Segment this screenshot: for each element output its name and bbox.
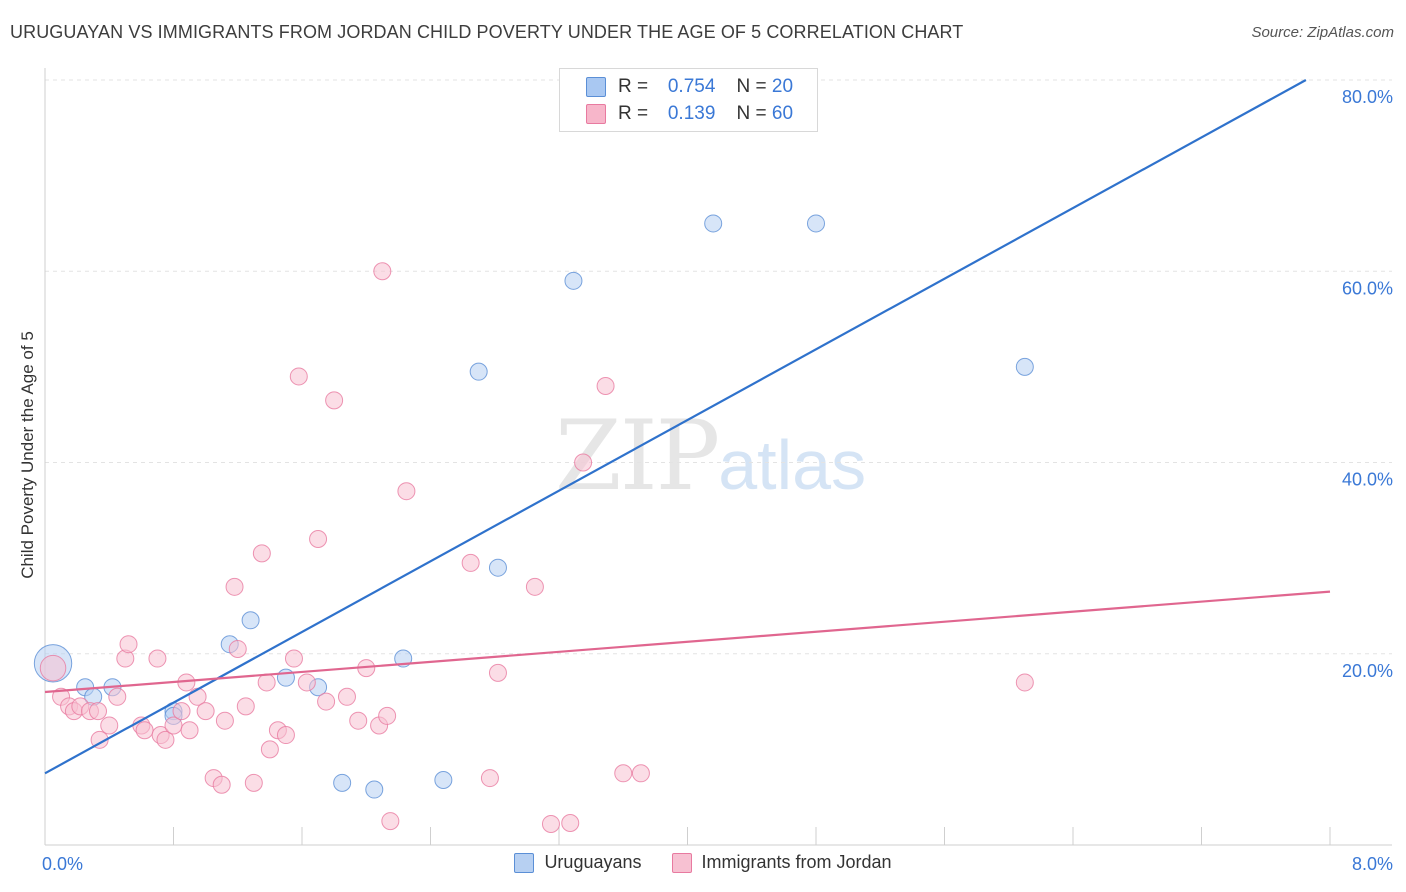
legend-label-uruguayans: Uruguayans xyxy=(544,852,642,872)
point-jordan xyxy=(148,649,167,668)
point-jordan xyxy=(225,577,244,596)
point-uruguayans xyxy=(434,770,453,789)
point-jordan xyxy=(39,654,67,682)
point-jordan xyxy=(156,730,175,749)
point-jordan xyxy=(614,764,633,783)
point-jordan xyxy=(378,706,397,725)
point-jordan xyxy=(244,773,263,792)
point-uruguayans xyxy=(704,214,723,233)
point-jordan xyxy=(212,775,231,794)
point-uruguayans xyxy=(488,558,507,577)
x-tick-label: 0.0% xyxy=(42,854,83,874)
legend-item-uruguayans[interactable]: Uruguayans xyxy=(514,852,642,873)
point-jordan xyxy=(541,814,560,833)
legend-n-label: N = xyxy=(736,103,767,124)
legend-swatch-jordan xyxy=(586,104,606,124)
legend-r-label: R = xyxy=(618,76,649,97)
point-jordan xyxy=(525,577,544,596)
chart-source: Source: ZipAtlas.com xyxy=(1251,24,1394,41)
point-jordan xyxy=(252,544,271,563)
point-jordan xyxy=(381,812,400,831)
point-jordan xyxy=(215,711,234,730)
chart-title: URUGUAYAN VS IMMIGRANTS FROM JORDAN CHIL… xyxy=(10,22,964,42)
point-jordan xyxy=(397,482,416,501)
point-uruguayans xyxy=(333,773,352,792)
point-jordan xyxy=(337,687,356,706)
y-tick-label: 80.0% xyxy=(1342,87,1393,107)
legend-n-label: N = xyxy=(736,76,767,97)
point-uruguayans xyxy=(807,214,825,233)
legend-swatch-uruguayans xyxy=(586,77,606,97)
legend-n-value: 20 xyxy=(771,76,794,97)
point-uruguayans xyxy=(1015,357,1034,376)
point-jordan xyxy=(172,702,191,721)
legend-r-label: R = xyxy=(618,103,649,124)
point-jordan xyxy=(89,702,108,721)
point-uruguayans xyxy=(241,611,260,630)
point-jordan xyxy=(461,553,480,572)
y-tick-label: 40.0% xyxy=(1342,470,1393,490)
x-tick-label: 8.0% xyxy=(1352,854,1393,874)
point-jordan xyxy=(284,649,303,668)
legend-label-jordan: Immigrants from Jordan xyxy=(701,852,892,872)
point-jordan xyxy=(349,711,368,730)
point-jordan xyxy=(596,377,615,395)
point-jordan xyxy=(1015,673,1034,692)
point-uruguayans xyxy=(564,271,583,290)
point-uruguayans xyxy=(469,362,488,381)
point-jordan xyxy=(257,673,276,692)
legend-r-value: 0.139 xyxy=(667,103,716,124)
point-jordan xyxy=(289,367,308,386)
point-jordan xyxy=(561,814,580,833)
point-jordan xyxy=(100,716,119,735)
legend-swatch-jordan xyxy=(671,852,692,873)
legend-item-jordan[interactable]: Immigrants from Jordan xyxy=(671,852,892,873)
legend-n-value: 60 xyxy=(771,103,794,124)
point-jordan xyxy=(276,726,295,745)
point-jordan xyxy=(297,673,316,692)
correlation-legend: R = 0.754 N = 20 R = 0.139 N = 60 xyxy=(559,68,818,132)
watermark-atlas: atlas xyxy=(718,426,867,504)
legend-row-jordan: R = 0.139 N = 60 xyxy=(586,102,793,126)
y-tick-label: 20.0% xyxy=(1342,661,1393,681)
point-jordan xyxy=(317,692,336,711)
legend-r-value: 0.754 xyxy=(667,76,716,97)
point-uruguayans xyxy=(365,780,384,799)
point-jordan xyxy=(119,635,138,654)
trendline-uruguayans xyxy=(44,79,1307,775)
legend-swatch-uruguayans xyxy=(514,852,535,873)
point-jordan xyxy=(196,702,215,721)
point-jordan xyxy=(373,262,392,281)
point-jordan xyxy=(309,530,328,548)
y-tick-label: 60.0% xyxy=(1342,278,1393,298)
point-jordan xyxy=(325,391,344,410)
point-jordan xyxy=(180,721,199,740)
point-jordan xyxy=(488,663,507,682)
point-jordan xyxy=(108,687,127,706)
point-jordan xyxy=(480,769,499,788)
trendline-jordan xyxy=(44,590,1331,694)
point-jordan xyxy=(236,697,255,716)
point-jordan xyxy=(135,721,154,740)
legend-row-uruguayans: R = 0.754 N = 20 xyxy=(586,75,793,99)
point-jordan xyxy=(574,453,593,472)
point-jordan xyxy=(228,639,247,658)
series-legend: Uruguayans Immigrants from Jordan xyxy=(0,852,1406,873)
point-jordan xyxy=(260,740,279,759)
point-jordan xyxy=(631,764,650,783)
